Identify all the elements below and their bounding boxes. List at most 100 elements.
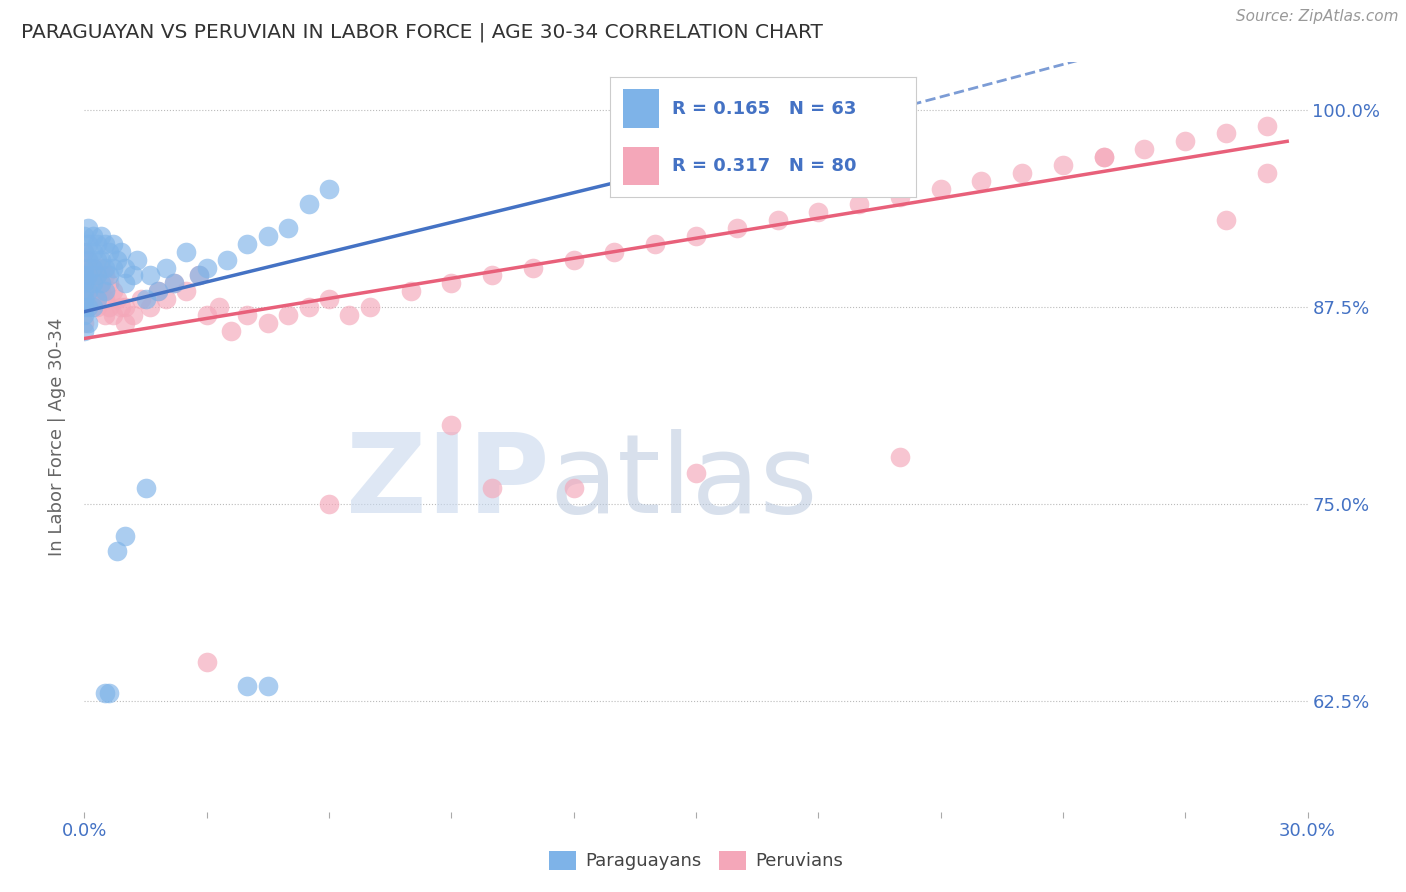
Point (298, 300, 321, 314)
Point (131, 292, 153, 306)
Point (73, 300, 96, 314)
Text: Source: ZipAtlas.com: Source: ZipAtlas.com (1236, 9, 1399, 24)
Point (86, 284, 108, 298)
Text: PARAGUAYAN VS PERUVIAN IN LABOR FORCE | AGE 30-34 CORRELATION CHART: PARAGUAYAN VS PERUVIAN IN LABOR FORCE | … (21, 22, 823, 42)
Point (82, 260, 104, 275)
Point (93, 268, 115, 283)
Point (86, 300, 108, 314)
Point (481, 268, 503, 283)
Point (318, 181, 340, 195)
Point (114, 277, 136, 291)
Point (1052, 158, 1074, 172)
Point (90, 284, 112, 298)
Point (105, 252, 128, 267)
Point (970, 174, 993, 188)
Point (195, 260, 218, 275)
Point (318, 497, 340, 511)
Point (219, 324, 242, 338)
Point (163, 277, 186, 291)
Point (1092, 150, 1115, 164)
Point (146, 284, 169, 298)
Point (603, 244, 626, 259)
Point (187, 268, 209, 283)
Point (77, 268, 100, 283)
Point (77, 300, 100, 314)
Point (277, 221, 299, 235)
Point (82, 260, 104, 275)
Point (889, 450, 911, 464)
Point (97, 277, 120, 291)
Point (217, 252, 239, 267)
Point (77, 252, 100, 267)
Point (82, 300, 104, 314)
Point (73, 308, 96, 322)
Legend: Paraguayans, Peruvians: Paraguayans, Peruvians (541, 844, 851, 878)
Point (86, 292, 108, 306)
Point (440, 277, 463, 291)
Point (1174, 134, 1197, 148)
Point (101, 260, 124, 275)
Point (73, 260, 96, 275)
Point (562, 252, 585, 267)
Point (257, 679, 280, 693)
Point (1011, 166, 1033, 180)
Point (174, 244, 197, 259)
Point (73, 268, 96, 283)
Point (522, 260, 544, 275)
Point (77, 252, 100, 267)
Y-axis label: In Labor Force | Age 30-34: In Labor Force | Age 30-34 (48, 318, 66, 557)
Point (86, 268, 108, 283)
Point (195, 308, 218, 322)
Point (685, 466, 707, 480)
Point (93, 686, 115, 700)
Point (90, 277, 112, 291)
Point (562, 481, 585, 495)
Point (73, 229, 96, 244)
Point (1092, 150, 1115, 164)
Point (163, 277, 186, 291)
Point (77, 316, 100, 330)
Point (105, 544, 128, 558)
Point (122, 308, 145, 322)
Point (236, 236, 259, 251)
Point (73, 316, 96, 330)
Point (82, 277, 104, 291)
Point (685, 229, 707, 244)
Point (236, 679, 259, 693)
Point (77, 284, 100, 298)
Point (138, 300, 160, 314)
Point (399, 284, 422, 298)
Point (208, 300, 231, 314)
Point (644, 236, 666, 251)
Point (298, 197, 321, 211)
Text: ZIP: ZIP (346, 428, 550, 535)
Point (257, 316, 280, 330)
Point (114, 300, 136, 314)
Point (93, 260, 115, 275)
Point (73, 284, 96, 298)
Point (138, 268, 160, 283)
Point (73, 292, 96, 306)
Point (766, 213, 789, 227)
Point (110, 244, 132, 259)
Point (90, 260, 112, 275)
Text: atlas: atlas (550, 428, 818, 535)
Point (848, 197, 870, 211)
Point (93, 308, 115, 322)
Point (440, 418, 463, 433)
Point (101, 236, 124, 251)
Point (73, 324, 96, 338)
Point (77, 221, 100, 235)
Point (73, 260, 96, 275)
Point (481, 481, 503, 495)
Point (187, 268, 209, 283)
Point (86, 252, 108, 267)
Point (97, 268, 120, 283)
Point (86, 236, 108, 251)
Point (725, 221, 748, 235)
Point (155, 292, 177, 306)
Point (127, 252, 149, 267)
Point (195, 655, 218, 669)
Point (77, 300, 100, 314)
Point (135, 481, 157, 495)
